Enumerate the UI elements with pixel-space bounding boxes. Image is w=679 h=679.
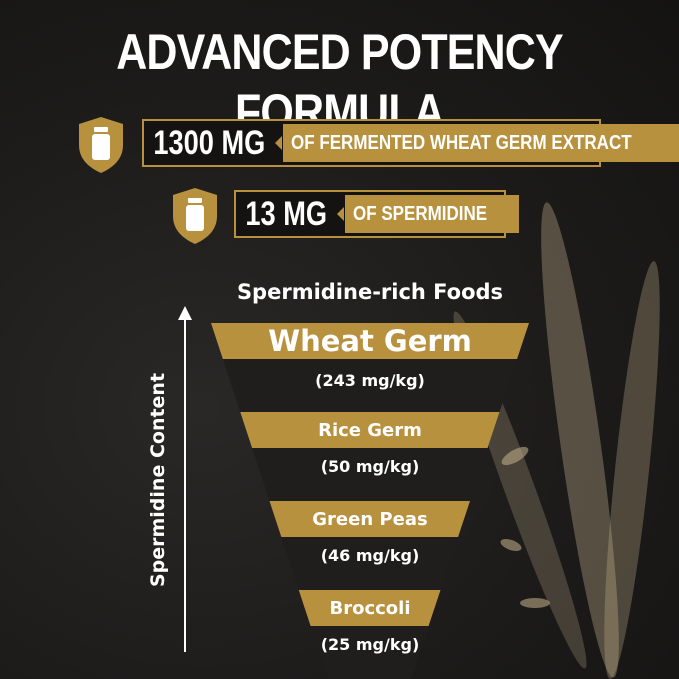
bottle-shield-icon bbox=[79, 117, 123, 173]
foods-funnel: Wheat Germ (243 mg/kg) Rice Germ (50 mg/… bbox=[211, 323, 529, 679]
food-wheat-germ: Wheat Germ bbox=[211, 323, 529, 359]
food-value: (46 mg/kg) bbox=[320, 546, 420, 565]
dosage-label: OF FERMENTED WHEAT GERM EXTRACT bbox=[275, 124, 679, 162]
food-value: (25 mg/kg) bbox=[320, 635, 420, 654]
dosage-amount: 13 MG bbox=[245, 194, 328, 233]
food-broccoli: Broccoli bbox=[211, 590, 529, 626]
food-value: (243 mg/kg) bbox=[315, 371, 425, 390]
foods-title: Spermidine-rich Foods bbox=[236, 280, 504, 304]
food-rice-germ: Rice Germ bbox=[211, 412, 529, 448]
bottle-shield-icon bbox=[173, 188, 217, 244]
food-value: (50 mg/kg) bbox=[320, 457, 420, 476]
axis-line bbox=[184, 312, 186, 652]
food-green-peas: Green Peas bbox=[211, 501, 529, 537]
dosage-badge-extract: 1300 MG OF FERMENTED WHEAT GERM EXTRACT bbox=[142, 119, 679, 167]
dosage-amount: 1300 MG bbox=[153, 123, 266, 162]
dosage-badge-spermidine: 13 MG OF SPERMIDINE bbox=[234, 190, 519, 238]
dosage-label: OF SPERMIDINE bbox=[337, 195, 519, 233]
axis-label: Spermidine Content bbox=[147, 372, 169, 588]
